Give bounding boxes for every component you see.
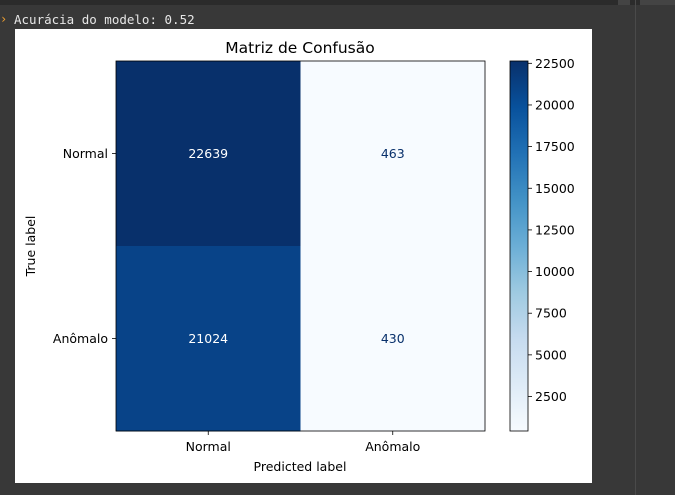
colorbar-tick-label: 2500 xyxy=(535,389,567,404)
cell-value-label: 22639 xyxy=(188,146,228,161)
top-bar xyxy=(0,0,675,5)
top-bar-segment xyxy=(618,0,630,5)
output-arrow-icon: › xyxy=(0,12,8,26)
colorbar-tick-label: 17500 xyxy=(535,139,575,154)
colorbar xyxy=(509,60,529,432)
x-tick-label: Normal xyxy=(186,439,231,454)
confusion-matrix-figure: Matriz de Confusão 22639 463 21024 430 Norm… xyxy=(15,29,592,483)
colorbar-tick-label: 5000 xyxy=(535,347,567,362)
y-tick-label: Normal xyxy=(63,146,108,161)
y-tick-label: Anômalo xyxy=(53,331,108,346)
matrix-cell xyxy=(300,61,486,247)
panel-divider xyxy=(635,0,636,495)
plot-frame xyxy=(115,60,486,432)
x-axis-label: Predicted label xyxy=(254,459,347,474)
cell-value-label: 430 xyxy=(381,331,405,346)
x-tick-label: Anômalo xyxy=(365,439,420,454)
y-axis-label: True label xyxy=(23,216,38,278)
colorbar-tick-label: 10000 xyxy=(535,264,575,279)
matrix-cell xyxy=(300,246,486,432)
colorbar-tick-label: 15000 xyxy=(535,181,575,196)
colorbar-tick-label: 20000 xyxy=(535,97,575,112)
colorbar-tick-label: 22500 xyxy=(535,56,575,71)
accuracy-output: Acurácia do modelo: 0.52 xyxy=(14,12,195,27)
matrix-cell xyxy=(116,246,301,432)
top-bar-segment xyxy=(640,0,675,5)
chart-title: Matriz de Confusão xyxy=(225,39,374,57)
cell-value-label: 463 xyxy=(381,146,405,161)
colorbar-tick-label: 12500 xyxy=(535,222,575,237)
colorbar-tick-label: 7500 xyxy=(535,306,567,321)
matrix-cell xyxy=(116,61,301,247)
cell-value-label: 21024 xyxy=(188,331,228,346)
confusion-matrix-chart: Matriz de Confusão 22639 463 21024 430 Norm… xyxy=(23,39,575,474)
